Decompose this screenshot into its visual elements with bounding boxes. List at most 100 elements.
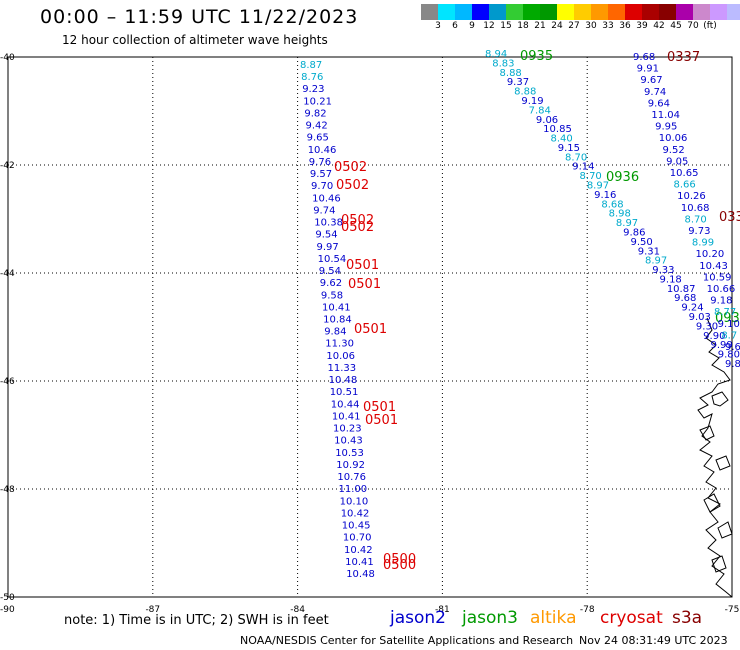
wave-height-value: 10.38: [314, 218, 343, 229]
pass-time-label: 0338: [719, 210, 740, 225]
wave-height-value: 9.67: [640, 75, 662, 86]
wave-height-value: 9.73: [688, 226, 710, 237]
color-scale-tick-label: 42: [653, 21, 665, 31]
wave-height-value: 10.42: [341, 508, 370, 519]
wave-height-value: 10.92: [336, 460, 365, 471]
color-swatch: [608, 4, 625, 20]
color-swatch: [693, 4, 710, 20]
color-scale-tick-label: 15: [500, 21, 512, 31]
wave-height-value: 9.82: [304, 108, 326, 119]
color-scale-tick-label: 12: [483, 21, 495, 31]
color-swatch: [421, 4, 438, 20]
wave-height-value: 9.50: [630, 237, 652, 248]
color-swatch: [676, 4, 693, 20]
wave-height-value: 9.74: [644, 87, 666, 98]
wave-height-value: 9.18: [710, 296, 732, 307]
wave-height-value: 9.23: [302, 84, 324, 95]
wave-height-value: 10.70: [343, 533, 372, 544]
wave-height-value: 10.85: [543, 124, 572, 135]
color-swatch: [710, 4, 727, 20]
wave-height-value: 9.80: [718, 350, 740, 361]
wave-height-value: 10.10: [340, 496, 369, 507]
wave-height-value: 9.19: [521, 96, 543, 107]
page-subtitle: 12 hour collection of altimeter wave hei…: [62, 33, 328, 47]
wave-height-value: 7.84: [529, 105, 551, 116]
wave-height-value: 8.99: [692, 238, 714, 249]
wave-height-value: 10.66: [707, 284, 736, 295]
wave-height-value: 8.97: [587, 181, 609, 192]
lon-tick-label: -75: [725, 605, 740, 615]
legend-note: note: 1) Time is in UTC; 2) SWH is in fe…: [64, 613, 329, 628]
wave-height-value: 8.87: [300, 60, 322, 71]
wave-height-value: 9.06: [536, 115, 558, 126]
wave-height-value: 10.51: [330, 387, 359, 398]
wave-height-value: 8.7: [721, 330, 737, 341]
color-swatch: [506, 4, 523, 20]
wave-height-value: 10.46: [312, 193, 341, 204]
wave-height-value: 9.64: [648, 98, 670, 109]
pass-time-label: 0501: [365, 413, 398, 428]
wave-height-value: 9.03: [689, 312, 711, 323]
wave-height-value: 9.68: [674, 293, 696, 304]
wave-height-value: 10.48: [329, 375, 358, 386]
wave-height-value: 9.76: [309, 157, 331, 168]
wave-height-value: 11.33: [328, 363, 357, 374]
wave-height-value: 9.42: [306, 121, 328, 132]
wave-height-value: 9.37: [507, 77, 529, 88]
island-outline: [711, 391, 729, 407]
lat-tick-label: -42: [0, 161, 15, 171]
wave-height-value: 10.44: [331, 399, 360, 410]
wave-height-value: 10.06: [659, 133, 688, 144]
color-swatch: [625, 4, 642, 20]
color-swatch: [472, 4, 489, 20]
wave-height-value: 9.52: [662, 145, 684, 156]
island-outline: [711, 555, 727, 573]
lat-tick-label: -48: [0, 485, 15, 495]
footer-source: NOAA/NESDIS Center for Satellite Applica…: [240, 634, 574, 647]
wave-height-value: 9.90: [703, 331, 725, 342]
island-outline: [699, 425, 715, 441]
color-swatch: [455, 4, 472, 20]
wave-height-value: 9.68: [633, 52, 655, 63]
legend-jason3: jason3: [462, 608, 518, 628]
color-scale-tick-label: 45: [670, 21, 682, 31]
pass-time-label: 0502: [336, 178, 369, 193]
color-scale-tick-label: 30: [585, 21, 597, 31]
wave-height-value: 9.74: [313, 205, 335, 216]
color-swatch: [591, 4, 608, 20]
legend-s3a: s3a: [672, 608, 703, 628]
wave-height-value: 10.46: [308, 145, 337, 156]
legend-altika: altika: [530, 608, 577, 628]
color-scale-tick-label: 3: [435, 21, 441, 31]
wave-height-value: 8.70: [580, 171, 602, 182]
wave-height-value: 10.54: [318, 254, 347, 265]
wave-height-value: 9.58: [321, 290, 343, 301]
lon-tick-label: -78: [580, 605, 595, 615]
color-swatch: [574, 4, 591, 20]
wave-height-value: 9.16: [594, 190, 616, 201]
wave-height-value: 10.21: [303, 96, 332, 107]
lat-tick-label: -50: [0, 593, 15, 603]
wave-height-value: 9.18: [660, 274, 682, 285]
wave-height-value: 11.04: [651, 110, 680, 121]
wave-height-value: 8.88: [500, 68, 522, 79]
color-scale-tick-label: 9: [469, 21, 475, 31]
coastline: [697, 317, 733, 598]
wave-height-value: 10.53: [335, 448, 364, 459]
wave-height-value: 8.68: [601, 199, 623, 210]
island-outline: [715, 455, 731, 471]
legend-cryosat: cryosat: [600, 608, 663, 628]
wave-height-value: 10.48: [346, 569, 375, 580]
wave-height-value: 9.84: [324, 327, 346, 338]
wave-height-value: 9.65: [307, 133, 329, 144]
wave-height-value: 9.57: [310, 169, 332, 180]
wave-height-value: 9.99: [710, 340, 732, 351]
pass-time-label: 0502: [334, 160, 367, 175]
legend-jason2: jason2: [390, 608, 446, 628]
wave-height-value: 8.88: [514, 87, 536, 98]
lat-tick-label: -44: [0, 269, 15, 279]
color-scale-tick-label: 70: [687, 21, 699, 31]
color-swatch: [523, 4, 540, 20]
wave-height-value: 8.70: [685, 214, 707, 225]
